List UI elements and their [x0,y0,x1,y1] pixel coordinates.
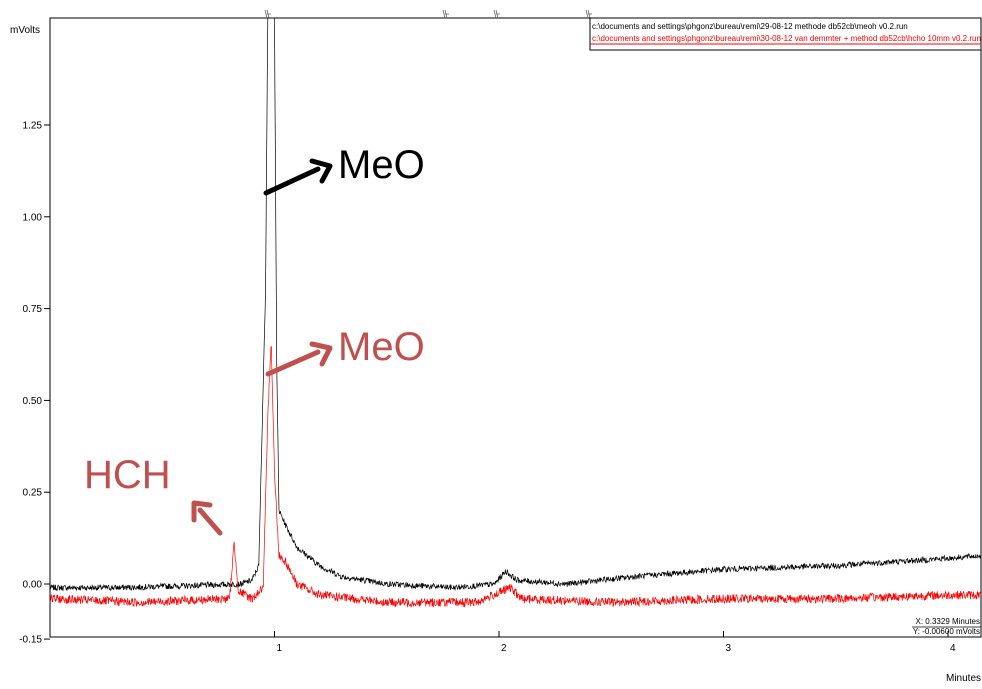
cursor-readout-x: X: 0.3329 Minutes [916,617,980,626]
arrow-meo-black [263,166,321,196]
annotation-hch: HCH [84,453,171,497]
legend-entry-series-1: c:\documents and settings\phgonz\bureau\… [592,22,908,31]
arrow-meo-red [265,349,321,377]
annotation-meo-black: MeO [338,143,425,187]
plot-area-frame [49,17,982,638]
y-tick-label: 1.00 [23,212,43,223]
y-tick-label: 0.00 [23,580,43,591]
peak-marker [585,9,592,19]
x-axis-ticks: 1 2 3 4 [274,631,956,654]
y-tick-label: 0.25 [23,488,43,499]
legend-box [589,17,982,51]
y-tick-label: -0.15 [19,635,42,646]
arrowhead-meo-black [309,158,333,184]
peak-markers [264,9,592,19]
series-line-meoh [49,17,982,592]
peak-marker [264,9,271,19]
peak-marker [442,9,449,19]
y-axis-title: mVolts [10,25,40,36]
legend-entry-series-2: c:\documents and settings\phgonz\bureau\… [592,34,981,43]
series-group [49,17,982,608]
arrowhead-hch [191,500,213,523]
peak-marker [493,9,500,19]
x-tick-label: 1 [277,643,283,654]
cursor-readout: X: 0.3329 Minutes Y: -0.00600 mVolts [912,614,982,637]
y-axis-ticks: 1.25 1.00 0.75 0.50 0.25 0.00 -0.15 [19,121,50,646]
annotation-meo-red: MeO [338,325,425,369]
cursor-readout-y: Y: -0.00600 mVolts [913,627,980,636]
arrow-hch [197,507,223,536]
legend: c:\documents and settings\phgonz\bureau\… [589,17,982,51]
arrowhead-meo-red [309,341,333,367]
x-tick-label: 2 [501,643,507,654]
series-line-hcho [49,346,982,608]
x-tick-label: 4 [950,643,956,654]
x-axis-title: Minutes [946,673,981,684]
y-tick-label: 0.50 [23,396,43,407]
y-tick-label: 0.75 [23,304,43,315]
annotations: MeO MeO HCH [84,143,425,536]
y-tick-label: 1.25 [23,121,43,132]
x-tick-label: 3 [726,643,732,654]
